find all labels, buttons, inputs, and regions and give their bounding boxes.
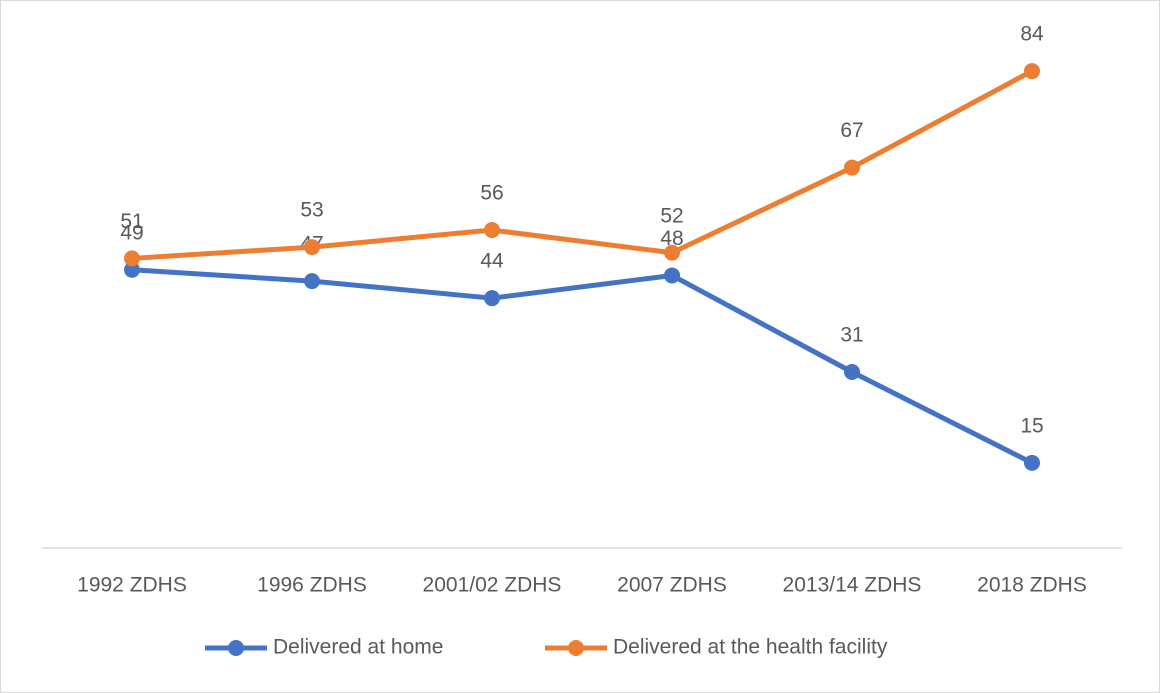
data-label: 51 xyxy=(120,210,143,233)
x-tick-label: 2007 ZDHS xyxy=(617,574,727,597)
data-label: 56 xyxy=(480,182,503,205)
data-label: 44 xyxy=(480,250,504,273)
data-label: 31 xyxy=(840,324,863,347)
data-label: 15 xyxy=(1020,414,1043,437)
data-point xyxy=(1024,63,1040,80)
x-tick-label: 2013/14 ZDHS xyxy=(783,574,922,597)
legend-label: Delivered at home xyxy=(273,636,443,659)
legend-marker xyxy=(568,640,584,656)
data-label: 84 xyxy=(1020,23,1044,46)
data-point xyxy=(484,222,500,239)
data-point xyxy=(124,250,140,267)
data-label: 49 xyxy=(120,221,143,244)
data-label: 53 xyxy=(300,199,323,222)
data-point xyxy=(304,273,320,290)
data-point xyxy=(664,267,680,284)
x-tick-label: 2018 ZDHS xyxy=(977,574,1087,597)
x-tick-label: 1992 ZDHS xyxy=(77,574,187,597)
data-point xyxy=(844,159,860,176)
series-line xyxy=(131,68,1034,261)
data-label: 48 xyxy=(660,227,683,250)
data-point xyxy=(124,261,140,278)
data-point xyxy=(484,290,500,307)
data-point xyxy=(664,244,680,261)
x-tick-label: 2001/02 ZDHS xyxy=(423,574,562,597)
x-tick-label: 1996 ZDHS xyxy=(257,574,367,597)
data-point xyxy=(304,239,320,256)
data-label: 67 xyxy=(840,119,863,142)
data-point xyxy=(844,363,860,380)
data-label: 52 xyxy=(660,204,683,227)
data-point xyxy=(1024,454,1040,471)
legend-label: Delivered at the health facility xyxy=(613,636,888,659)
legend-marker xyxy=(228,640,244,656)
series-line xyxy=(131,267,1034,466)
